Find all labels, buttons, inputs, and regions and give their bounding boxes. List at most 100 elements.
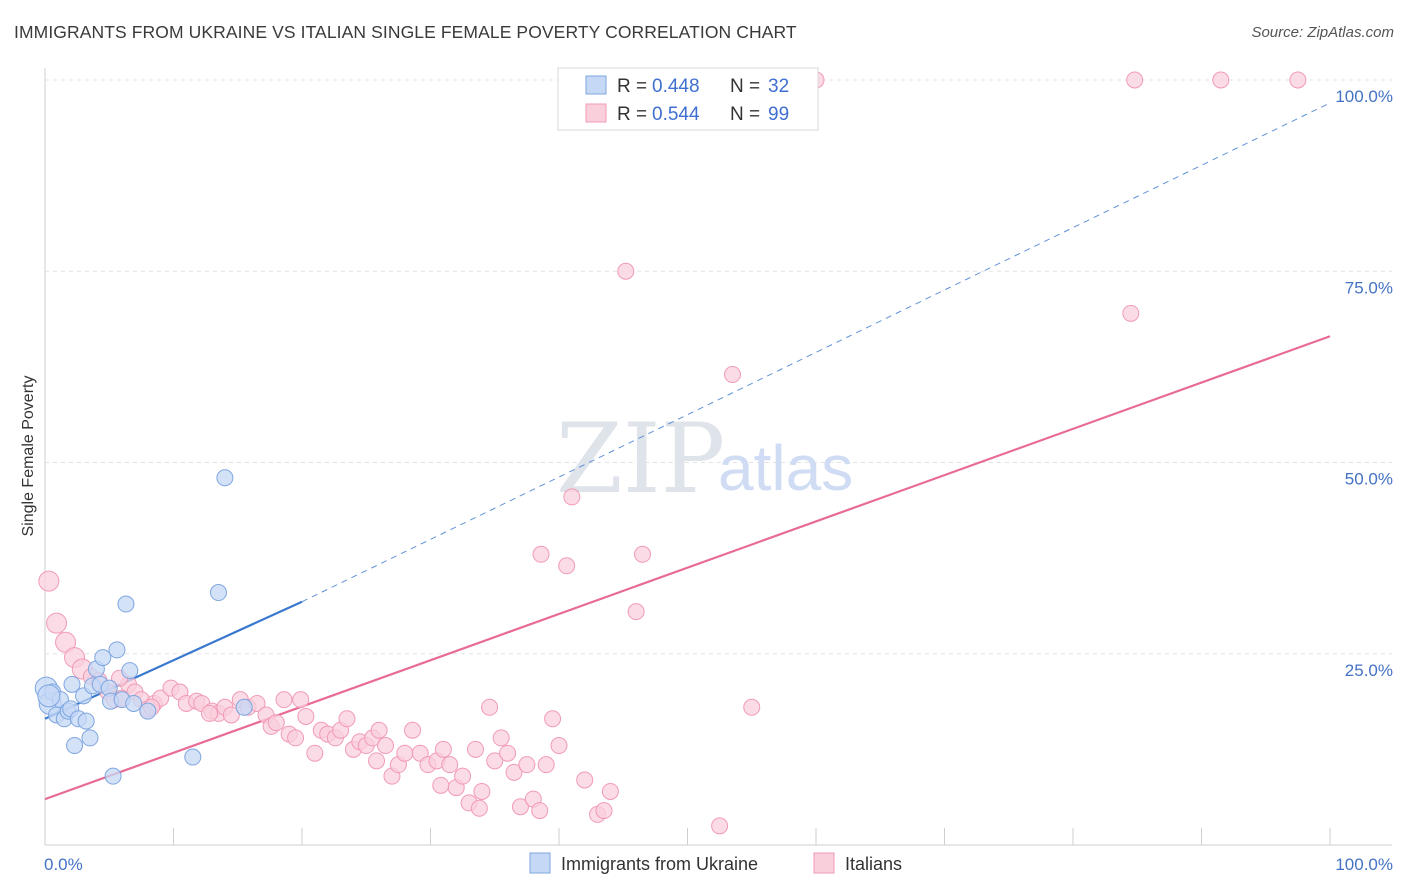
point-italians-84 <box>743 698 761 716</box>
point-italians-51 <box>404 721 422 739</box>
point-ukraine-11 <box>77 712 95 730</box>
point-italians-33 <box>287 729 305 747</box>
point-italians-34 <box>292 691 310 709</box>
point-italians-87 <box>1212 71 1230 89</box>
x-tick-label-1: 100.0% <box>1335 855 1393 874</box>
trend-line-italians <box>44 335 1331 801</box>
point-italians-41 <box>338 710 356 728</box>
point-italians-90 <box>531 802 549 820</box>
point-ukraine-24 <box>125 694 143 712</box>
legend-n-label-ukraine: N = <box>730 76 760 97</box>
point-italians-86 <box>1126 71 1144 89</box>
point-ukraine-16 <box>94 649 112 667</box>
point-italians-36 <box>306 744 324 762</box>
point-italians-93 <box>200 704 218 722</box>
y-axis-label: Single Female Poverty <box>20 376 37 537</box>
legend-swatch-italians <box>585 103 607 123</box>
point-ukraine-20 <box>108 641 126 659</box>
point-ukraine-23 <box>121 662 139 680</box>
point-italians-68 <box>518 756 536 774</box>
point-italians-91 <box>595 802 613 820</box>
point-ukraine-8 <box>66 737 84 755</box>
point-italians-78 <box>601 782 619 800</box>
legend-r-value-italians: 0.544 <box>652 104 700 125</box>
point-italians-65 <box>499 744 517 762</box>
bottom-legend-ukraine: Immigrants from Ukraine <box>561 854 758 874</box>
point-italians-56 <box>441 756 459 774</box>
point-italians-70 <box>532 545 550 563</box>
point-ukraine-28 <box>216 469 234 487</box>
point-italians-58 <box>454 767 472 785</box>
point-italians-82 <box>711 817 729 835</box>
point-ukraine-27 <box>209 584 227 602</box>
point-ukraine-22 <box>117 595 135 613</box>
point-italians-47 <box>377 737 395 755</box>
point-italians-95 <box>432 776 450 794</box>
y-tick-label-3: 100.0% <box>1335 87 1393 106</box>
point-italians-71 <box>537 756 555 774</box>
legend-n-label-italians: N = <box>730 104 760 125</box>
point-italians-96 <box>470 799 488 817</box>
source-label: Source: ZipAtlas.com <box>1251 24 1394 41</box>
point-italians-94 <box>368 752 386 770</box>
axes <box>44 68 1392 846</box>
legend-n-value-italians: 99 <box>768 104 789 125</box>
data-points <box>34 71 1307 835</box>
point-italians-72 <box>544 710 562 728</box>
point-italians-0 <box>38 570 60 592</box>
point-italians-83 <box>723 366 741 384</box>
point-italians-31 <box>275 691 293 709</box>
y-tick-label-2: 75.0% <box>1345 278 1393 297</box>
correlation-legend: R = 0.448 N = 32 R = 0.544 N = 99 <box>557 67 819 131</box>
point-italians-30 <box>267 714 285 732</box>
point-ukraine-19 <box>104 767 122 785</box>
point-italians-74 <box>558 557 576 575</box>
point-italians-88 <box>1289 71 1307 89</box>
point-italians-67 <box>511 798 529 816</box>
watermark-atlas: atlas <box>718 432 853 504</box>
series-legend: Immigrants from Ukraine Italians <box>529 852 902 874</box>
point-italians-76 <box>576 771 594 789</box>
bottom-legend-swatch-italians <box>813 852 835 874</box>
point-italians-60 <box>466 740 484 758</box>
watermark-zip: ZIP <box>556 403 725 515</box>
point-ukraine-25 <box>139 702 157 720</box>
legend-r-value-ukraine: 0.448 <box>652 76 700 97</box>
y-tick-label-1: 50.0% <box>1345 470 1393 489</box>
point-ukraine-31 <box>63 675 81 693</box>
point-italians-46 <box>370 721 388 739</box>
y-tick-labels: 25.0% 50.0% 75.0% 100.0% <box>1335 87 1393 680</box>
point-italians-85 <box>1122 304 1140 322</box>
chart-title: IMMIGRANTS FROM UKRAINE VS ITALIAN SINGL… <box>14 22 797 42</box>
legend-n-value-ukraine: 32 <box>768 76 789 97</box>
point-italians-24 <box>222 706 240 724</box>
point-ukraine-26 <box>184 748 202 766</box>
bottom-legend-swatch-ukraine <box>529 852 551 874</box>
x-tick-label-0: 0.0% <box>44 855 83 874</box>
point-italians-55 <box>434 740 452 758</box>
point-ukraine-30 <box>37 684 61 708</box>
point-italians-81 <box>634 545 652 563</box>
point-italians-1 <box>46 612 68 634</box>
trend-line-ukraine-extension <box>301 102 1331 603</box>
legend-r-label-italians: R = <box>617 104 647 125</box>
point-italians-62 <box>481 698 499 716</box>
legend-r-label-ukraine: R = <box>617 76 647 97</box>
point-italians-64 <box>492 729 510 747</box>
point-italians-63 <box>486 752 504 770</box>
point-italians-75 <box>563 488 581 506</box>
point-italians-35 <box>297 707 315 725</box>
point-ukraine-29 <box>235 698 253 716</box>
y-tick-label-0: 25.0% <box>1345 661 1393 680</box>
point-italians-73 <box>550 737 568 755</box>
legend-swatch-ukraine <box>585 75 607 95</box>
bottom-legend-italians: Italians <box>845 854 902 874</box>
point-italians-61 <box>473 782 491 800</box>
point-italians-66 <box>505 763 523 781</box>
point-italians-50 <box>396 744 414 762</box>
x-tick-labels: 0.0% 100.0% <box>44 855 1393 874</box>
point-ukraine-12 <box>81 729 99 747</box>
point-italians-80 <box>627 603 645 621</box>
point-italians-79 <box>617 262 635 280</box>
